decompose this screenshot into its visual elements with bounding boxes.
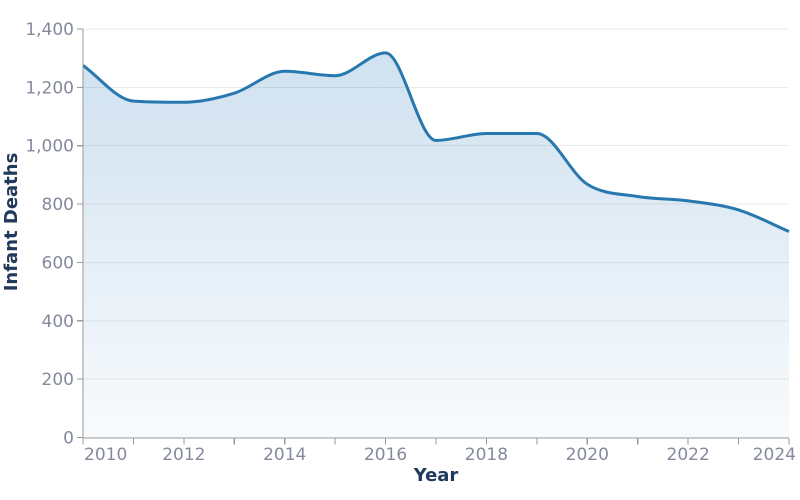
y-tick-label: 400	[42, 312, 74, 332]
y-tick-label: 1,000	[25, 137, 74, 157]
x-tick-label: 2022	[667, 445, 710, 465]
axis-lines	[82, 29, 789, 439]
x-tick-label: 2014	[263, 445, 306, 465]
area-fill	[83, 52, 789, 438]
tick-marks	[77, 28, 790, 445]
x-tick-label: 2018	[465, 445, 508, 465]
y-tick-label: 0	[63, 429, 74, 449]
y-tick-label: 800	[42, 195, 74, 215]
tick-labels: 0 200 400 600 800 1,000 1,200 1,400 2010 2012 2014…	[25, 20, 796, 465]
x-tick-label: 2024	[753, 445, 796, 465]
x-tick-label: 2016	[364, 445, 407, 465]
x-tick-label: 2012	[162, 445, 205, 465]
x-axis-title: Year	[413, 465, 459, 486]
x-tick-label: 2010	[84, 445, 127, 465]
y-tick-label: 1,400	[25, 20, 74, 40]
trend-line	[82, 51, 790, 233]
x-tick-label: 2020	[566, 445, 609, 465]
y-tick-label: 600	[42, 253, 74, 273]
y-tick-label: 1,200	[25, 78, 74, 98]
y-tick-label: 200	[42, 370, 74, 390]
area-series	[82, 51, 790, 438]
y-axis-title: Infant Deaths	[1, 153, 22, 292]
